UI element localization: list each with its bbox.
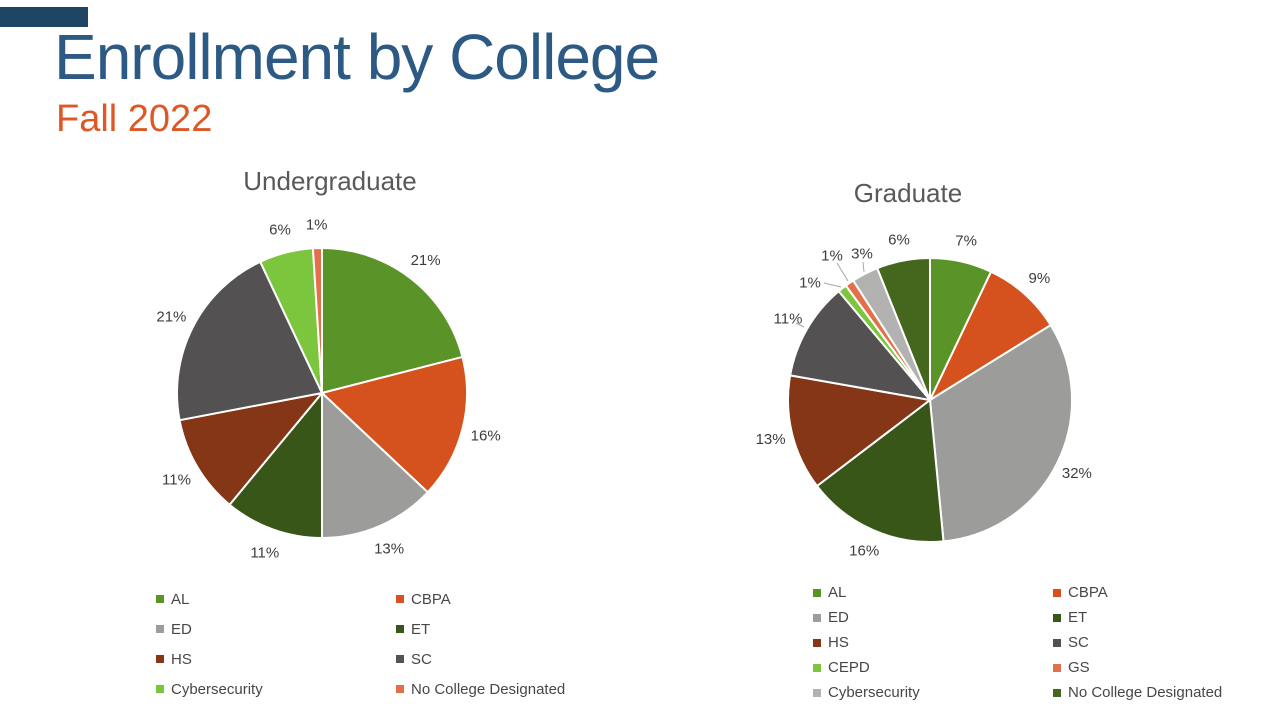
legend-item-cbpa: CBPA	[396, 584, 596, 614]
legend-label: SC	[411, 650, 432, 668]
legend-item-gs: GS	[1053, 655, 1253, 680]
legend-item-hs: HS	[156, 644, 396, 674]
pie-data-label: 21%	[156, 309, 186, 326]
legend-color-swatch-icon	[156, 595, 164, 603]
legend-label: ED	[171, 620, 192, 638]
legend-label: No College Designated	[1068, 684, 1223, 701]
pie-slice-sc	[789, 290, 931, 401]
label-leader-line	[862, 261, 865, 273]
legend-color-swatch-icon	[156, 685, 164, 693]
legend-item-sc: SC	[1053, 630, 1253, 655]
pie-slice-cbpa	[929, 270, 1052, 401]
legend-label: HS	[828, 634, 849, 651]
pie-data-label: 32%	[1062, 465, 1092, 482]
legend-color-swatch-icon	[813, 663, 821, 672]
legend-color-swatch-icon	[156, 625, 164, 633]
legend-item-cybersecurity: Cybersecurity	[813, 680, 1053, 705]
pie-data-label: 16%	[471, 427, 501, 444]
pie-data-label: 6%	[269, 222, 291, 239]
pie-slice-hs	[787, 374, 931, 487]
legend-label: No College Designated	[411, 680, 566, 698]
legend-item-cbpa: CBPA	[1053, 580, 1253, 605]
pie-data-label: 11%	[250, 544, 279, 561]
legend-color-swatch-icon	[1053, 588, 1061, 597]
legend-item-no-college-designated: No College Designated	[396, 674, 596, 704]
legend-label: HS	[171, 650, 192, 668]
pie-slice-ed	[929, 324, 1073, 543]
legend-item-et: ET	[396, 614, 596, 644]
pie-data-label: 11%	[162, 471, 191, 488]
legend-item-sc: SC	[396, 644, 596, 674]
legend-label: SC	[1068, 634, 1089, 651]
legend-label: ED	[828, 609, 849, 626]
pie-data-label: 16%	[849, 542, 879, 559]
legend-label: CBPA	[411, 590, 451, 608]
pie-slice-no-college-designated	[876, 257, 931, 401]
undergraduate-chart-title: Undergraduate	[243, 166, 417, 196]
legend-color-swatch-icon	[156, 655, 164, 663]
legend-item-no-college-designated: No College Designated	[1053, 680, 1253, 705]
pie-slice-et	[228, 392, 323, 539]
pie-slice-sc	[176, 260, 323, 422]
legend-color-swatch-icon	[396, 685, 404, 693]
legend-item-et: ET	[1053, 605, 1253, 630]
legend-item-cybersecurity: Cybersecurity	[156, 674, 396, 704]
graduate-pie-chart: 7% 9% 32% 16% 13% 11% 1%1% 3% 6%	[756, 231, 1092, 559]
legend-color-swatch-icon	[813, 588, 821, 597]
pie-data-label: 1%	[821, 247, 843, 264]
legend-item-ed: ED	[813, 605, 1053, 630]
pie-slice-al	[321, 247, 464, 394]
pie-data-label: 21%	[411, 252, 441, 269]
label-leader-line	[836, 262, 849, 282]
legend-label: GS	[1068, 659, 1090, 676]
pie-data-label: 1%	[306, 216, 328, 233]
legend-item-cepd: CEPD	[813, 655, 1053, 680]
legend-color-swatch-icon	[1053, 663, 1061, 672]
legend-color-swatch-icon	[1053, 688, 1061, 697]
accent-bar	[0, 7, 88, 27]
legend-item-hs: HS	[813, 630, 1053, 655]
pie-slice-hs	[178, 392, 323, 506]
legend-item-al: AL	[813, 580, 1053, 605]
legend-color-swatch-icon	[813, 688, 821, 697]
legend-color-swatch-icon	[813, 613, 821, 622]
legend-color-swatch-icon	[396, 595, 404, 603]
pie-data-label: 3%	[851, 245, 873, 262]
legend-label: ET	[1068, 609, 1088, 626]
page-subtitle: Fall 2022	[56, 98, 213, 140]
legend-color-swatch-icon	[1053, 638, 1061, 647]
page-title: Enrollment by College	[54, 21, 660, 93]
pie-slice-no-college-designated	[311, 247, 323, 394]
pie-data-label: 7%	[955, 232, 977, 249]
legend-label: ET	[411, 620, 431, 638]
label-leader-line	[823, 282, 842, 288]
legend-color-swatch-icon	[1053, 613, 1061, 622]
legend-color-swatch-icon	[813, 638, 821, 647]
pie-slice-et	[816, 399, 945, 543]
legend-label: AL	[828, 584, 847, 601]
legend-color-swatch-icon	[396, 655, 404, 663]
pie-data-label: 1%	[799, 274, 821, 291]
pie-data-label: 13%	[756, 431, 786, 448]
undergraduate-pie-chart: 21% 16% 13% 11% 11% 21% 6% 1%	[156, 216, 501, 561]
pie-data-label: 6%	[888, 231, 910, 248]
legend-label: AL	[171, 590, 190, 608]
graduate-chart-title: Graduate	[853, 178, 963, 208]
legend-label: CEPD	[828, 659, 870, 676]
pie-slice-cbpa	[321, 355, 468, 494]
legend-color-swatch-icon	[396, 625, 404, 633]
pie-data-label: 13%	[374, 540, 404, 557]
pie-slice-ed	[321, 392, 429, 539]
legend-item-al: AL	[156, 584, 396, 614]
legend-label: Cybersecurity	[171, 680, 263, 698]
pie-data-label: 9%	[1029, 270, 1051, 287]
legend-item-ed: ED	[156, 614, 396, 644]
undergraduate-legend: AL CBPA ED ET HS SC Cybersecurity No College De…	[156, 584, 596, 704]
legend-label: Cybersecurity	[828, 684, 920, 701]
graduate-legend: AL CBPA ED ET HS SC CEPD GS Cybersecurity No Coll…	[813, 580, 1253, 705]
legend-label: CBPA	[1068, 584, 1108, 601]
pie-data-label: 11%	[774, 310, 803, 327]
label-leader-line	[795, 322, 805, 328]
